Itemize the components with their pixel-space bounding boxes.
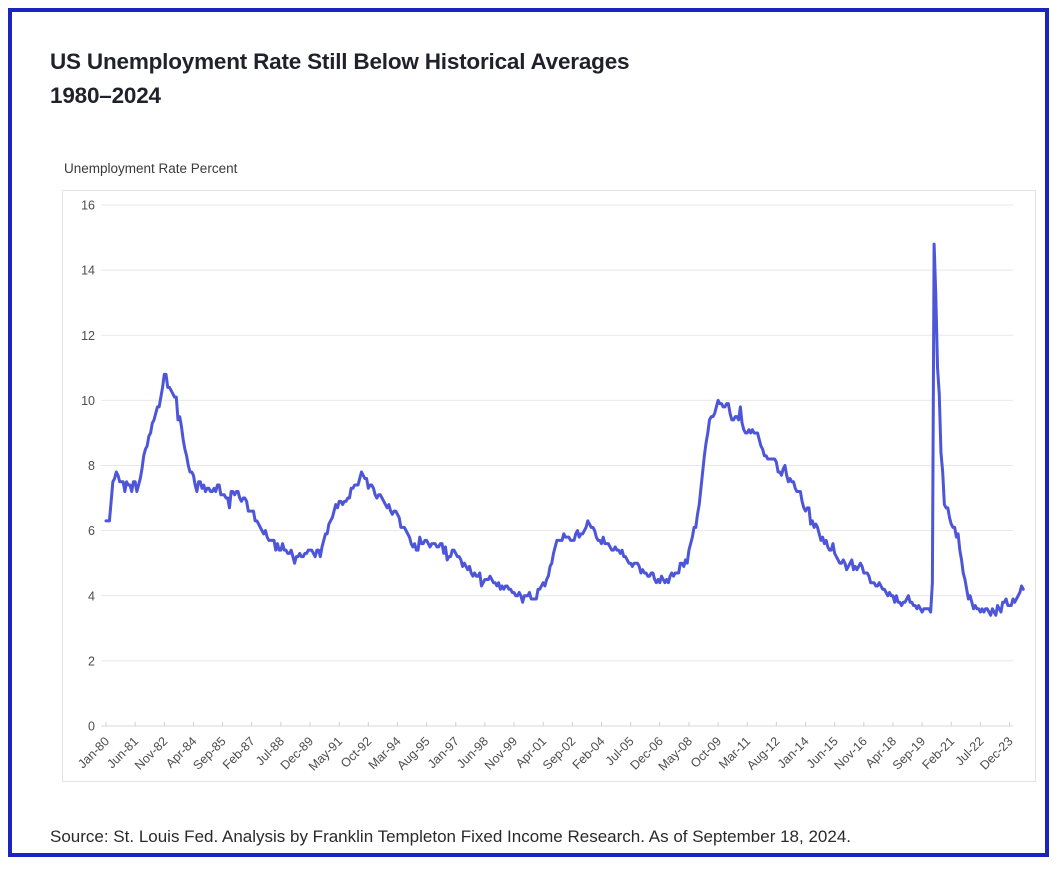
source-note: Source: St. Louis Fed. Analysis by Frank… [50,827,851,846]
x-tick-label-Nov-99: Nov-99 [482,734,520,772]
x-tick-label-Nov-16: Nov-16 [832,734,870,772]
x-tick-label-Jan-97: Jan-97 [425,734,462,771]
x-tick-label-Aug-12: Aug-12 [744,734,782,772]
chart-title-block: US Unemployment Rate Still Below Histori… [50,45,630,113]
y-tick-label-14: 14 [81,264,95,278]
x-tick-label-Jan-80: Jan-80 [75,734,112,771]
y-tick-label-4: 4 [88,589,95,603]
plot-area: 0 2 4 6 8 10 12 14 16 Jan-80 Jun-81 Nov-82 Apr-84 Sep… [62,190,1036,782]
chart-frame: US Unemployment Rate Still Below Histori… [8,8,1049,857]
y-tick-label-2: 2 [88,654,95,668]
y-tick-label-0: 0 [88,720,95,734]
x-tick-label-Aug-95: Aug-95 [394,734,432,772]
chart-title-line1: US Unemployment Rate Still Below Histori… [50,49,630,74]
x-tick-label-Feb-87: Feb-87 [220,734,258,772]
chart-title-line2: 1980–2024 [50,83,161,108]
y-tick-label-6: 6 [88,524,95,538]
x-tick-label-Feb-21: Feb-21 [919,734,957,772]
x-tick-label-Nov-82: Nov-82 [132,734,170,772]
x-tick-label-Sep-02: Sep-02 [540,734,578,772]
x-tick-label-Sep-85: Sep-85 [190,734,228,772]
x-tick-label-Feb-04: Feb-04 [570,734,608,772]
y-tick-label-16: 16 [81,199,95,213]
y-tick-label-10: 10 [81,394,95,408]
x-tick-label-Dec-23: Dec-23 [977,734,1015,772]
y-tick-label-12: 12 [81,329,95,343]
y-tick-label-8: 8 [88,459,95,473]
x-tick-label-Sep-19: Sep-19 [890,734,928,772]
unemployment-rate-line [104,242,1025,617]
x-tick-label-Jan-14: Jan-14 [775,734,812,771]
y-axis-title: Unemployment Rate Percent [64,161,238,176]
chart-canvas: 0246810121416Jan-80Jun-81Nov-82Apr-84Sep… [75,199,1025,774]
